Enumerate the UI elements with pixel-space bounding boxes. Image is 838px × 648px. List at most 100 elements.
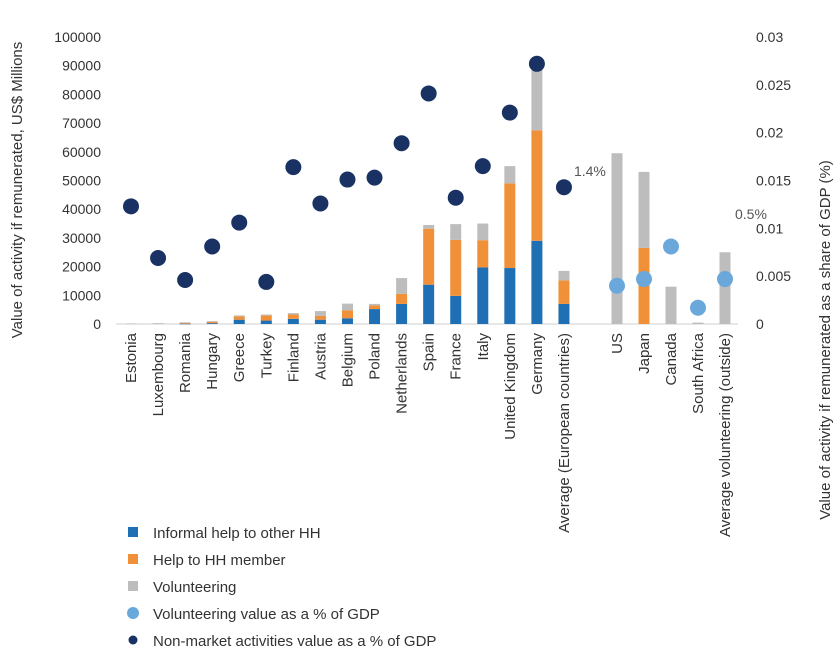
bar-informal-help-to-other-hh-netherlands — [396, 303, 408, 324]
bar-informal-help-to-other-hh-average-european-countries — [558, 303, 570, 324]
bar-volunteering-italy — [477, 223, 489, 241]
bar-volunteering-finland — [287, 313, 299, 315]
point-non-market-activities-value-as-a-of-gdp-hungary — [204, 238, 221, 255]
point-non-market-activities-value-as-a-of-gdp-austria — [312, 195, 329, 212]
y-tick-label: 60000 — [62, 144, 101, 160]
bar-informal-help-to-other-hh-belgium — [341, 318, 353, 324]
bar-volunteering-hungary — [206, 321, 218, 322]
y2-tick-label: 0.01 — [756, 220, 783, 236]
category-label: Turkey — [258, 333, 275, 379]
y-axis-ticks: 0 10000 20000 30000 40000 50000 60000 70000 8000… — [54, 29, 101, 332]
bar-help-to-hh-member-poland — [369, 305, 381, 310]
bar-volunteering-canada — [665, 286, 677, 324]
bar-informal-help-to-other-hh-austria — [314, 319, 326, 324]
y-tick-label: 100000 — [54, 29, 101, 45]
point-non-market-activities-value-as-a-of-gdp-estonia — [123, 198, 139, 215]
point-non-market-activities-value-as-a-of-gdp-germany — [528, 55, 545, 72]
point-volunteering-value-as-a-of-gdp-canada — [663, 238, 679, 255]
bar-help-to-hh-member-united-kingdom — [504, 183, 516, 269]
category-label: Netherlands — [394, 333, 411, 414]
point-non-market-activities-value-as-a-of-gdp-spain — [420, 85, 437, 102]
y2-tick-label: 0.02 — [756, 125, 783, 141]
bar-volunteering-france — [450, 224, 462, 240]
legend-swatch-informal-help-to-other-hh — [128, 527, 138, 537]
bar-informal-help-to-other-hh-italy — [477, 267, 489, 324]
bar-help-to-hh-member-average-european-countries — [558, 280, 570, 304]
category-label: Canada — [663, 332, 680, 385]
annotation-label: 0.5% — [735, 206, 767, 222]
bar-volunteering-south-africa — [692, 322, 704, 324]
category-label: Austria — [312, 332, 329, 379]
category-label: Belgium — [339, 333, 356, 387]
point-volunteering-value-as-a-of-gdp-south-africa — [690, 299, 706, 316]
legend-swatch-volunteering — [128, 581, 138, 591]
annotation-label: 1.4% — [574, 163, 606, 179]
category-label: United Kingdom — [502, 333, 519, 440]
bar-informal-help-to-other-hh-united-kingdom — [504, 268, 516, 324]
bar-informal-help-to-other-hh-spain — [423, 284, 435, 324]
bar-volunteering-average-volunteering-outside — [719, 252, 731, 324]
legend-label: Informal help to other HH — [153, 525, 321, 542]
bar-help-to-hh-member-greece — [233, 316, 245, 320]
point-volunteering-value-as-a-of-gdp-japan — [636, 271, 652, 288]
category-label: Luxembourg — [150, 333, 167, 416]
point-non-market-activities-value-as-a-of-gdp-belgium — [339, 171, 356, 188]
category-label: Hungary — [204, 333, 221, 390]
y2-axis-ticks: 0 0.005 0.01 0.015 0.02 0.025 0.03 — [756, 29, 791, 332]
y2-tick-label: 0.015 — [756, 173, 791, 189]
category-label: Finland — [285, 333, 302, 382]
y2-axis-title: Value of activity if remunerated as a sh… — [817, 160, 834, 520]
bar-volunteering-belgium — [341, 303, 353, 311]
y-tick-label: 20000 — [62, 259, 101, 275]
y-tick-label: 10000 — [62, 287, 101, 303]
bar-help-to-hh-member-netherlands — [396, 293, 408, 304]
category-label: South Africa — [690, 332, 707, 414]
bars — [125, 64, 731, 325]
bar-help-to-hh-member-finland — [287, 314, 299, 319]
legend: Informal help to other HH Help to HH memb… — [127, 525, 436, 648]
bar-help-to-hh-member-germany — [531, 130, 543, 241]
points — [123, 55, 733, 316]
y-tick-label: 90000 — [62, 58, 101, 74]
bar-help-to-hh-member-romania — [179, 322, 191, 324]
point-non-market-activities-value-as-a-of-gdp-united-kingdom — [501, 104, 518, 121]
point-non-market-activities-value-as-a-of-gdp-netherlands — [393, 135, 410, 152]
bar-volunteering-turkey — [260, 314, 272, 316]
bar-informal-help-to-other-hh-greece — [233, 319, 245, 324]
point-non-market-activities-value-as-a-of-gdp-average-european-countries — [555, 179, 572, 196]
bar-help-to-hh-member-turkey — [260, 315, 272, 321]
bar-help-to-hh-member-france — [450, 239, 462, 296]
bar-volunteering-romania — [179, 322, 191, 323]
bar-help-to-hh-member-italy — [477, 240, 489, 268]
bar-help-to-hh-member-spain — [423, 228, 435, 285]
point-non-market-activities-value-as-a-of-gdp-greece — [231, 214, 248, 231]
point-non-market-activities-value-as-a-of-gdp-turkey — [258, 273, 275, 290]
category-label: Germany — [529, 333, 546, 395]
category-label: France — [448, 333, 465, 380]
bar-help-to-hh-member-hungary — [206, 321, 218, 324]
y-tick-label: 30000 — [62, 230, 101, 246]
y2-tick-label: 0.03 — [756, 29, 783, 45]
point-volunteering-value-as-a-of-gdp-average-volunteering-outside — [717, 271, 733, 288]
y-tick-label: 80000 — [62, 86, 101, 102]
category-label: US — [609, 333, 626, 354]
y2-tick-label: 0.025 — [756, 77, 791, 93]
bar-volunteering-japan — [638, 171, 650, 248]
legend-label: Help to HH member — [153, 552, 286, 569]
y-tick-label: 50000 — [62, 173, 101, 189]
category-label: Average (European countries) — [556, 333, 573, 533]
bar-volunteering-luxembourg — [152, 323, 164, 324]
legend-swatch-non-market-activities-value-as-a-of-gdp — [128, 635, 138, 645]
legend-label: Volunteering value as a % of GDP — [153, 606, 380, 623]
category-labels: Estonia Luxembourg Romania Hungary Greece Tur… — [123, 332, 734, 537]
legend-label: Non-market activities value as a % of GD… — [153, 633, 436, 648]
bar-informal-help-to-other-hh-turkey — [260, 320, 272, 324]
legend-swatch-help-to-hh-member — [128, 554, 138, 564]
category-label: Estonia — [123, 332, 140, 383]
point-non-market-activities-value-as-a-of-gdp-finland — [285, 159, 302, 176]
bar-informal-help-to-other-hh-france — [450, 295, 462, 324]
y2-tick-label: 0.005 — [756, 268, 791, 284]
point-non-market-activities-value-as-a-of-gdp-italy — [474, 158, 491, 175]
bar-informal-help-to-other-hh-finland — [287, 318, 299, 324]
y2-tick-label: 0 — [756, 316, 764, 332]
